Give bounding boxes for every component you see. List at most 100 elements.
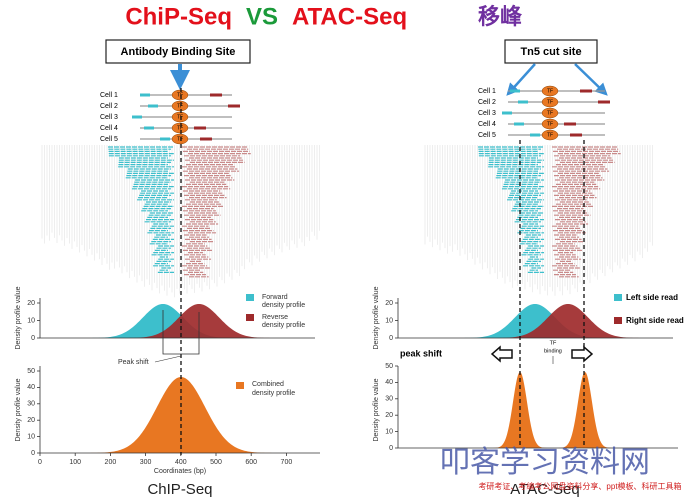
- tf: [541, 96, 559, 108]
- watermark-subtitle: 考研考证、考编考公网盘资料分享、ppt模板、科研工具箱: [478, 481, 681, 491]
- title-author: 移峰: [478, 4, 523, 29]
- caption: ChIP-Seq: [147, 481, 212, 498]
- title-chip: ChiP-Seq: [125, 3, 232, 30]
- cell-label: Cell 1: [100, 92, 118, 99]
- tf-label: TF: [177, 92, 183, 98]
- title-vs: VS: [246, 3, 278, 30]
- read-right: [580, 89, 592, 93]
- y-tick-label: 30: [385, 396, 393, 403]
- hollow-arrow: [571, 345, 594, 363]
- y-tick-label: 20: [27, 417, 35, 424]
- tf-label: TF: [177, 136, 183, 142]
- annotation: Peak shift: [118, 359, 149, 366]
- legend-swatch: [246, 294, 254, 301]
- tf: [541, 85, 559, 97]
- read-left: [502, 111, 512, 115]
- watermark-title: 叩客学习资料网: [440, 446, 650, 479]
- read-left: [510, 89, 520, 93]
- tf-label: TF: [547, 88, 553, 94]
- legend-label: Right side read: [626, 316, 684, 325]
- combined-density: [398, 372, 673, 448]
- x-tick-label: 400: [175, 459, 187, 466]
- cell-label: Cell 4: [100, 125, 118, 132]
- reverse-density: [40, 304, 310, 338]
- read-right: [194, 126, 206, 130]
- cell-label: Cell 5: [100, 136, 118, 143]
- tf-label: TF: [547, 110, 553, 116]
- bracket: [162, 310, 200, 355]
- read-left: [530, 133, 540, 137]
- read-left: [144, 126, 154, 130]
- arrow: [506, 63, 536, 96]
- tf-label: TF: [177, 114, 183, 120]
- legend-swatch: [614, 294, 622, 301]
- arrow: [574, 63, 608, 96]
- y-tick-label: 0: [31, 335, 35, 342]
- y-tick-label: 50: [385, 363, 393, 370]
- tf-label: TF: [547, 121, 553, 127]
- tf: [171, 100, 189, 112]
- y-tick-label: 50: [27, 368, 35, 375]
- tf-label: TF: [547, 132, 553, 138]
- x-tick-label: 100: [69, 459, 81, 466]
- y-tick-label: 10: [385, 317, 393, 324]
- forward-density: [398, 304, 668, 338]
- legend-label: Combined: [252, 381, 284, 388]
- y-tick-label: 20: [385, 412, 393, 419]
- legend-swatch: [614, 317, 622, 324]
- forward-density: [40, 304, 310, 338]
- read-right: [200, 137, 212, 141]
- y-label: Density profile value: [373, 286, 380, 349]
- caption: ATAC-Seq: [510, 481, 579, 498]
- y-tick-label: 30: [27, 401, 35, 408]
- title-atac: ATAC-Seq: [292, 3, 407, 30]
- read-right: [598, 100, 610, 104]
- reverse-density: [398, 304, 668, 338]
- axis: [397, 366, 678, 449]
- cell-label: Cell 2: [100, 103, 118, 110]
- tf-label: TF: [177, 125, 183, 131]
- y-tick-label: 0: [389, 335, 393, 342]
- cell-label: Cell 4: [478, 121, 496, 128]
- y-label: Density profile value: [15, 378, 22, 441]
- tf-label: TF: [177, 103, 183, 109]
- combined-density: [40, 377, 315, 453]
- y-tick-label: 40: [27, 384, 35, 391]
- read-right: [210, 93, 222, 97]
- tf: [541, 107, 559, 119]
- callout: Antibody Binding Site: [121, 46, 236, 58]
- y-tick-label: 10: [27, 317, 35, 324]
- x-label: Coordinates (bp): [154, 468, 206, 475]
- legend-label: density profile: [262, 302, 305, 309]
- tf: [541, 129, 559, 141]
- combined-density: [398, 372, 673, 448]
- callout: Tn5 cut site: [520, 46, 581, 58]
- tf: [171, 111, 189, 123]
- cell-label: Cell 3: [478, 110, 496, 117]
- read-right: [570, 133, 582, 137]
- read-left: [132, 115, 142, 119]
- x-tick-label: 200: [105, 459, 117, 466]
- x-tick-label: 600: [245, 459, 257, 466]
- y-tick-label: 20: [27, 300, 35, 307]
- x-tick-label: 300: [140, 459, 152, 466]
- tf: [171, 122, 189, 134]
- cell-label: Cell 5: [478, 132, 496, 139]
- tf: [171, 133, 189, 145]
- legend-swatch: [246, 314, 254, 321]
- hollow-arrow: [490, 345, 513, 363]
- callout-box: [105, 39, 251, 64]
- read-left: [160, 137, 170, 141]
- read-left: [514, 122, 524, 126]
- callout-box: [504, 39, 598, 64]
- annotation: TF: [550, 340, 557, 346]
- read-right: [228, 104, 240, 108]
- read-left: [148, 104, 158, 108]
- y-tick-label: 40: [385, 379, 393, 386]
- legend-label: density profile: [262, 322, 305, 329]
- legend-label: Left side read: [626, 293, 678, 302]
- legend-label: Reverse: [262, 314, 288, 321]
- legend-label: Forward: [262, 294, 288, 301]
- cell-label: Cell 1: [478, 88, 496, 95]
